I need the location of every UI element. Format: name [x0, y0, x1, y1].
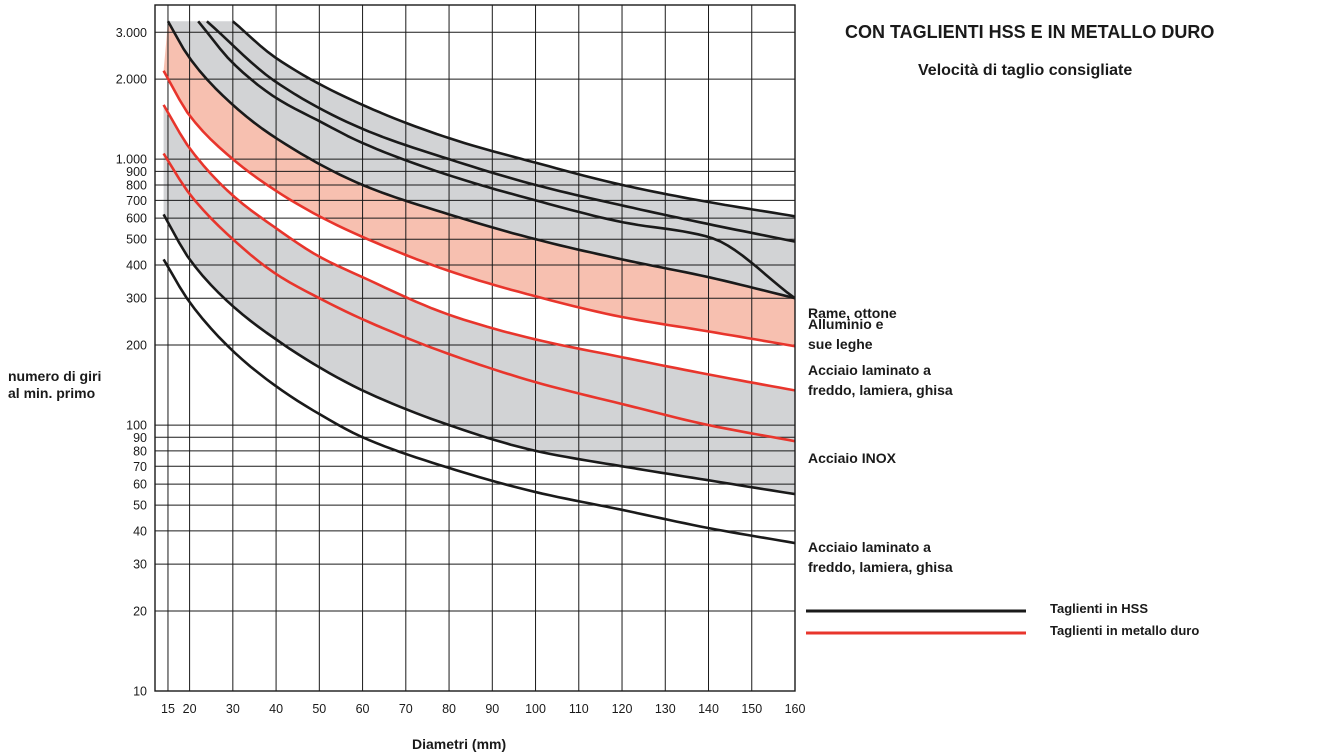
legend-lines — [806, 609, 1026, 635]
x-tick-40: 40 — [269, 702, 283, 716]
chart-subtitle: Velocità di taglio consigliate — [918, 62, 1133, 79]
curve-7 — [162, 152, 795, 443]
speed-curves — [162, 20, 795, 545]
y-tick-20: 20 — [133, 604, 147, 618]
band-label-4: Acciaio INOX — [808, 450, 896, 467]
x-tick-80: 80 — [442, 702, 456, 716]
x-tick-30: 30 — [226, 702, 240, 716]
curve-2 — [197, 20, 795, 300]
curve-6 — [162, 104, 795, 392]
x-tick-120: 120 — [612, 702, 633, 716]
y-tick-200: 200 — [126, 339, 147, 353]
y-tick-40: 40 — [133, 524, 147, 538]
x-tick-150: 150 — [741, 702, 762, 716]
x-tick-20: 20 — [183, 702, 197, 716]
curve-9 — [162, 258, 795, 545]
y-tick-300: 300 — [126, 292, 147, 306]
band-4 — [163, 104, 795, 442]
x-tick-60: 60 — [356, 702, 370, 716]
curve-3 — [231, 20, 795, 218]
y-axis-label: numero di giri al min. primo — [8, 368, 102, 401]
x-axis-label: Diametri (mm) — [412, 736, 507, 752]
x-tick-130: 130 — [655, 702, 676, 716]
x-tick-110: 110 — [569, 702, 589, 716]
grid-lines — [155, 5, 796, 692]
band-2 — [168, 21, 795, 299]
x-tick-160: 160 — [785, 702, 806, 716]
y-tick-2000: 2.000 — [116, 73, 147, 87]
band-label-2: Rame, ottone — [808, 304, 897, 321]
x-tick-140: 140 — [698, 702, 719, 716]
plot-frame — [154, 4, 796, 692]
y-tick-800: 800 — [126, 178, 147, 192]
y-tick-10: 10 — [133, 685, 147, 699]
y-tick-80: 80 — [133, 444, 147, 458]
band-label-3: Acciaio laminato a freddo, lamiera, ghis… — [808, 361, 953, 398]
x-tick-labels: 15 20 30 40 50 60 70 80 90 100 110 120 130 140 150 160 — [161, 702, 805, 716]
curve-1 — [206, 20, 795, 243]
legend-label-hss: Taglienti in HSS — [1050, 601, 1148, 616]
y-tick-3000: 3.000 — [116, 26, 147, 40]
y-tick-900: 900 — [126, 165, 147, 179]
y-tick-1000: 1.000 — [116, 153, 147, 167]
x-tick-90: 90 — [485, 702, 499, 716]
x-tick-15: 15 — [161, 702, 175, 716]
y-tick-600: 600 — [126, 212, 147, 226]
y-tick-700: 700 — [126, 194, 147, 208]
x-tick-70: 70 — [399, 702, 413, 716]
band-label-1: Alluminio e sue leghe — [808, 316, 884, 353]
y-tick-60: 60 — [133, 478, 147, 492]
x-tick-100: 100 — [525, 702, 546, 716]
legend-label-metallo-duro: Taglienti in metallo duro — [1050, 623, 1200, 638]
band-label-5: Acciaio laminato a freddo, lamiera, ghis… — [808, 538, 953, 575]
y-tick-30: 30 — [133, 558, 147, 572]
curve-5 — [162, 70, 795, 348]
y-tick-50: 50 — [133, 499, 147, 513]
curve-4 — [166, 20, 795, 300]
x-tick-50: 50 — [312, 702, 326, 716]
y-tick-90: 90 — [133, 431, 147, 445]
y-tick-400: 400 — [126, 258, 147, 272]
chart-title: CON TAGLIENTI HSS E IN METALLO DURO — [845, 22, 1215, 42]
y-tick-70: 70 — [133, 460, 147, 474]
y-tick-100: 100 — [126, 419, 147, 433]
curve-8 — [162, 213, 795, 496]
y-tick-500: 500 — [126, 233, 147, 247]
